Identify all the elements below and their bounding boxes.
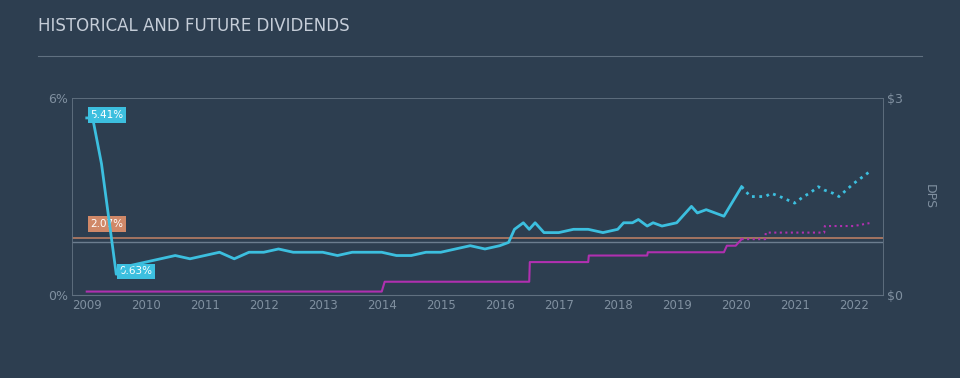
Text: 0.63%: 0.63% <box>119 266 153 276</box>
Text: 5.41%: 5.41% <box>90 110 124 120</box>
Text: HISTORICAL AND FUTURE DIVIDENDS: HISTORICAL AND FUTURE DIVIDENDS <box>38 17 350 35</box>
Text: 2.07%: 2.07% <box>90 219 123 229</box>
Y-axis label: DPS: DPS <box>923 184 936 209</box>
